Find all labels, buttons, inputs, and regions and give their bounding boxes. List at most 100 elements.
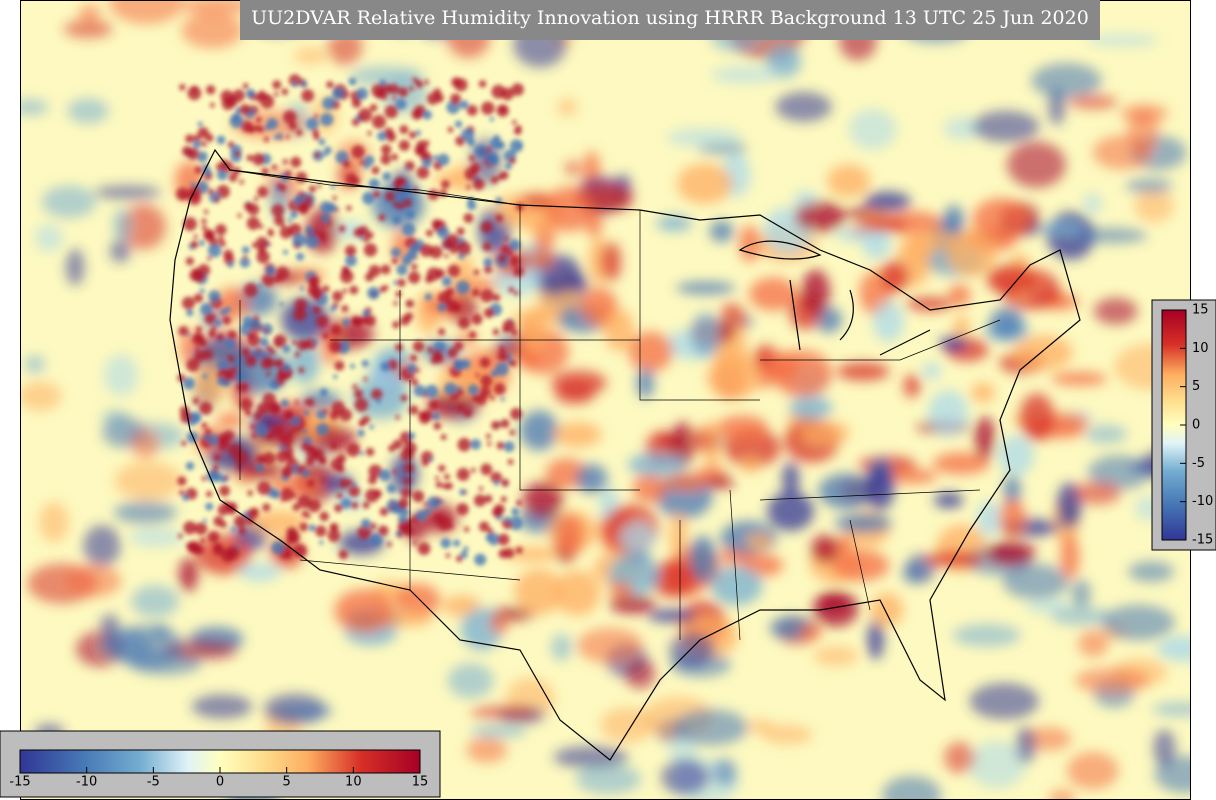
field-speck [353,177,360,185]
field-speck [493,134,500,142]
field-speck [360,518,371,529]
field-blob [775,91,832,122]
field-blob [519,410,559,451]
field-speck [423,502,428,507]
field-speck [312,128,319,136]
field-speck [273,134,279,140]
field-blob [514,568,564,615]
field-speck [179,83,186,91]
tick-label: 0 [1192,418,1200,433]
field-blob [647,609,697,623]
field-speck [185,134,195,144]
field-blob [945,229,998,277]
field-blob [181,12,243,49]
field-blob [836,362,890,381]
field-speck [194,166,203,175]
field-speck [361,415,370,424]
field-speck [396,264,408,276]
map-title: UU2DVAR Relative Humidity Innovation usi… [251,7,1089,29]
field-speck [478,486,484,491]
field-blob [1073,481,1121,505]
field-speck [463,408,473,418]
field-speck [257,186,269,198]
field-speck [247,333,261,347]
field-speck [393,301,398,306]
field-blob [216,412,245,429]
field-speck [406,249,418,260]
field-blob [709,220,734,243]
field-speck [234,370,247,383]
field-blob [867,619,884,660]
field-blob [1051,371,1108,386]
field-speck [412,490,425,503]
field-speck [386,132,397,142]
field-speck [286,536,294,544]
field-blob [1066,751,1119,790]
field-blob [555,513,584,558]
field-speck [273,215,285,226]
field-speck [227,330,237,340]
field-speck [255,116,262,123]
field-speck [215,224,227,236]
field-speck [320,478,325,483]
tick-label: -15 [1192,533,1213,548]
field-speck [271,164,278,171]
field-speck [424,384,439,399]
field-blob [20,381,62,411]
field-speck [268,228,273,234]
field-speck [316,423,329,436]
field-blob [553,745,629,769]
field-speck [425,229,433,237]
field-speck [422,110,432,120]
field-speck [245,354,258,367]
field-speck [213,454,221,462]
field-speck [181,440,187,446]
field-speck [187,185,202,200]
field-speck [242,255,248,260]
field-speck [483,257,493,268]
field-blob [879,260,909,293]
field-speck [390,247,401,258]
field-speck [334,503,343,513]
field-blob [63,564,122,598]
field-speck [497,254,507,264]
field-speck [290,210,298,219]
field-speck [186,308,194,317]
field-speck [411,263,418,270]
field-speck [265,345,272,352]
field-speck [435,481,443,488]
field-speck [515,546,523,554]
field-speck [365,488,380,503]
field-blob [676,281,736,295]
field-speck [330,457,344,471]
field-blob [947,284,971,307]
field-speck [403,463,414,474]
field-blob [814,306,842,333]
field-speck [395,98,407,110]
field-speck [332,374,338,379]
field-speck [219,240,226,248]
field-speck [400,448,414,462]
field-speck [496,441,505,450]
field-blob [1043,221,1084,236]
field-speck [412,340,425,353]
field-blob [1048,789,1075,800]
tick-label: 10 [345,775,362,790]
field-speck [483,264,493,274]
field-speck [460,550,468,559]
field-speck [423,508,431,516]
field-blob [903,374,921,398]
field-speck [257,283,263,289]
field-speck [486,441,492,446]
field-speck [341,305,349,313]
field-speck [466,104,478,116]
field-speck [437,226,450,239]
field-blob [110,239,131,263]
field-blob [1015,726,1037,764]
field-blob [470,724,527,739]
field-speck [407,363,417,374]
field-speck [411,378,419,387]
field-speck [444,299,458,313]
field-blob [669,512,688,559]
field-speck [201,422,208,429]
